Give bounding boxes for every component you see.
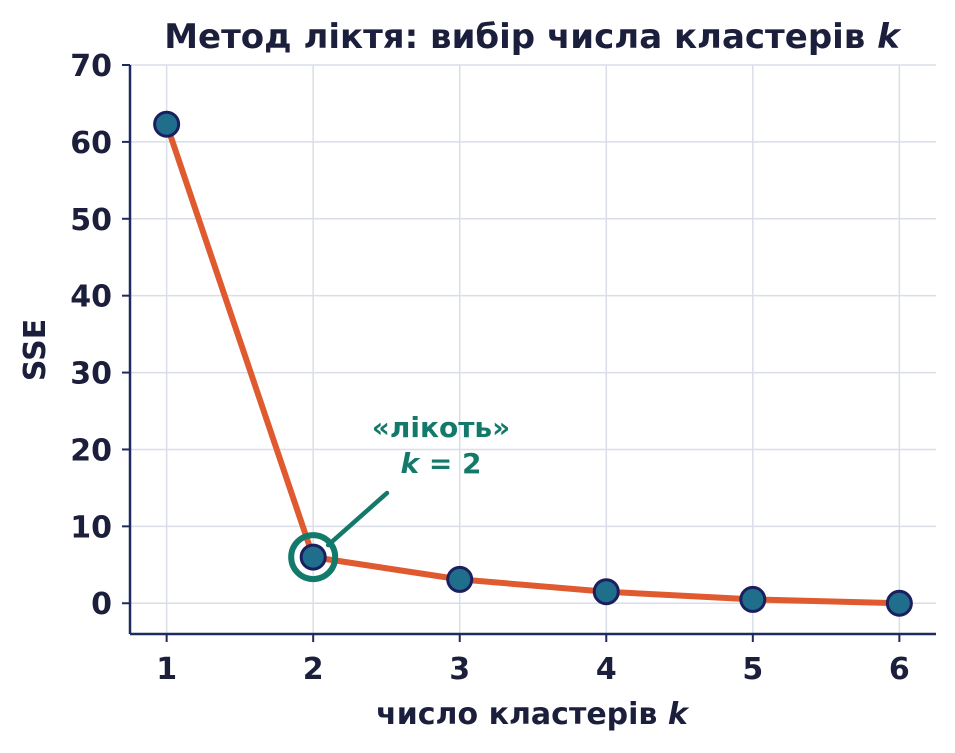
- data-point-k6: [885, 589, 913, 617]
- y-tick-label-0: 0: [91, 587, 112, 622]
- y-tick-label-30: 30: [70, 357, 112, 392]
- elbow-annotation: «лікоть» k = 2: [288, 411, 510, 583]
- x-tick-label-6: 6: [889, 652, 910, 687]
- data-point-k4: [592, 578, 620, 606]
- series-line: [163, 121, 903, 607]
- y-tick-label-20: 20: [70, 433, 112, 468]
- series-layer: [153, 110, 913, 617]
- grid-lines: [130, 64, 936, 634]
- data-point-k3: [446, 565, 474, 593]
- data-point-k2: [299, 543, 327, 571]
- y-tick-label-60: 60: [70, 126, 112, 161]
- data-point-k5: [739, 585, 767, 613]
- x-tick-label-5: 5: [742, 652, 763, 687]
- x-tick-label-3: 3: [449, 652, 470, 687]
- y-tick-label-50: 50: [70, 203, 112, 238]
- elbow-highlight-ring: [288, 532, 339, 583]
- data-point-k1: [153, 110, 181, 138]
- axes: [128, 65, 936, 636]
- annotation-label-line1: «лікоть»: [372, 411, 510, 444]
- x-axis-label: число кластерів k: [376, 697, 690, 732]
- y-tick-label-40: 40: [70, 280, 112, 315]
- chart-title: Метод ліктя: вибір числа кластерів k: [164, 17, 902, 57]
- y-axis-label: SSE: [18, 319, 53, 381]
- y-ticks: 0 10 20 30 40 50 60 70: [70, 49, 130, 622]
- x-tick-label-4: 4: [596, 652, 617, 687]
- x-tick-label-1: 1: [156, 652, 177, 687]
- x-ticks: 1 2 3 4 5 6: [156, 634, 910, 687]
- y-tick-label-10: 10: [70, 510, 112, 545]
- annotation-label-line2: k = 2: [400, 447, 481, 480]
- x-tick-label-2: 2: [303, 652, 324, 687]
- y-tick-label-70: 70: [70, 49, 112, 84]
- annotation-arrow: [325, 490, 390, 548]
